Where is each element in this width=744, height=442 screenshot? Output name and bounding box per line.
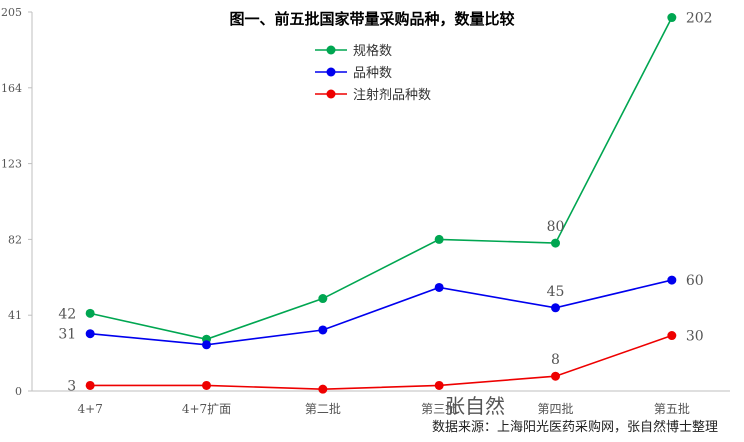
data-point [667, 331, 677, 341]
data-point [318, 294, 328, 304]
legend-marker [326, 45, 336, 55]
data-label: 31 [58, 327, 76, 343]
data-point [667, 13, 677, 23]
data-point [434, 234, 444, 244]
data-point [318, 325, 328, 335]
data-label: 80 [547, 219, 565, 235]
watermark: 张自然 [445, 394, 505, 418]
legend-label: 规格数 [353, 43, 392, 59]
y-tick-label: 0 [15, 385, 22, 398]
data-label: 45 [547, 284, 565, 300]
data-point [202, 340, 211, 350]
data-point [85, 329, 95, 339]
data-point [667, 275, 677, 285]
source-note: 数据来源：上海阳光医药采购网，张自然博士整理 [431, 420, 718, 435]
series-line [89, 17, 673, 341]
data-label: 3 [67, 378, 76, 394]
data-point [85, 308, 95, 318]
chart-title: 图一、前五批国家带量采购品种，数量比较 [229, 10, 515, 28]
data-point [318, 384, 328, 394]
x-tick-label: 4+7 [78, 402, 103, 416]
data-point [202, 380, 211, 390]
data-point [551, 303, 560, 313]
y-tick-label: 205 [1, 6, 22, 19]
y-tick-label: 82 [8, 233, 22, 246]
data-point [551, 371, 560, 381]
data-label: 8 [551, 352, 560, 368]
data-label: 30 [686, 329, 704, 345]
y-tick-label: 123 [1, 158, 22, 171]
x-tick-label: 4+7扩面 [182, 402, 231, 416]
data-point [434, 380, 444, 390]
y-tick-label: 41 [8, 309, 22, 322]
data-label: 202 [686, 11, 713, 27]
y-tick-label: 164 [1, 82, 22, 95]
legend-label: 品种数 [353, 66, 392, 81]
data-point [434, 282, 444, 292]
legend-marker [326, 67, 336, 77]
data-label: 42 [58, 306, 76, 322]
legend-label: 注射剂品种数 [353, 87, 431, 103]
x-tick-label: 第二批 [305, 401, 341, 416]
series-line [90, 279, 673, 346]
x-tick-label: 第四批 [537, 401, 573, 416]
data-label: 60 [686, 273, 704, 289]
data-point [85, 380, 95, 390]
data-point [551, 238, 560, 248]
series-line [90, 334, 673, 390]
x-tick-label: 第三批 [421, 401, 457, 416]
x-tick-label: 第五批 [654, 401, 690, 416]
legend-marker [326, 89, 336, 99]
